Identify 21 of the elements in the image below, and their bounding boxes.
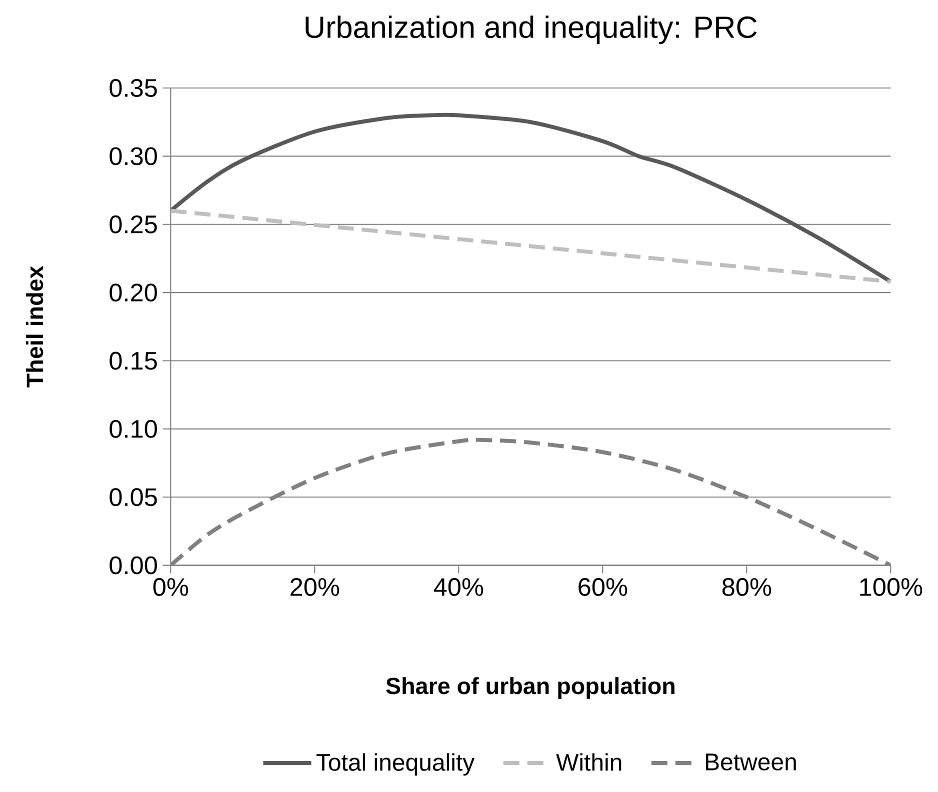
x-tick-label: 40% (434, 578, 484, 596)
y-tick-label: 0.20 (110, 284, 157, 302)
x-axis-title: Share of urban population (386, 677, 674, 699)
x-tick-label: 80% (722, 578, 772, 596)
x-tick-label: 20% (290, 578, 340, 596)
y-tick-label: 0.05 (110, 488, 157, 506)
y-tick-label: 0.00 (110, 556, 157, 574)
x-tick-label: 100% (860, 578, 922, 596)
legend-label: Between (706, 754, 796, 770)
y-tick-label: 0.10 (110, 420, 157, 438)
x-tick-label: 0% (153, 578, 188, 596)
y-tick-label: 0.30 (110, 147, 157, 166)
legend-label: Within (556, 753, 622, 771)
y-tick-label: 0.35 (110, 79, 157, 97)
x-tick-label: 60% (578, 578, 628, 596)
chart-title: Urbanization and inequality: PRC (306, 16, 757, 44)
line-series (170, 112, 891, 284)
y-tick-label: 0.15 (110, 352, 157, 370)
legend-label: Total inequality (316, 753, 475, 776)
y-axis-title: Theil index (26, 266, 44, 388)
y-tick-label: 0.25 (110, 215, 157, 234)
